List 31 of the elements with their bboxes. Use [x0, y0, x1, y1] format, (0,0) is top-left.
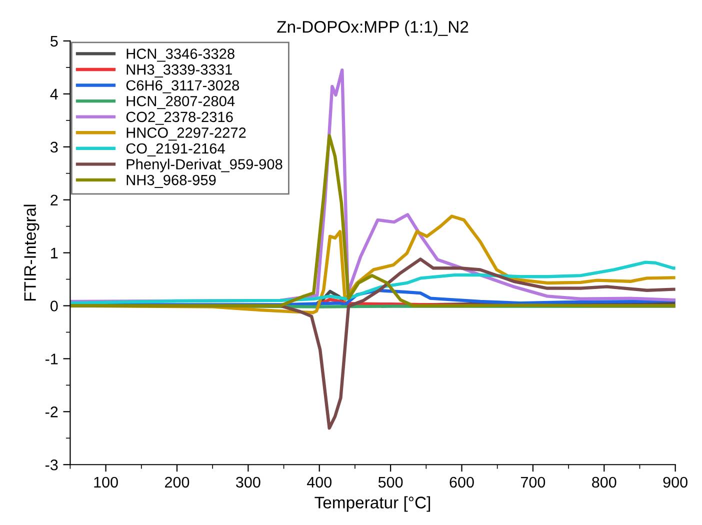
x-tick-label: 600 — [450, 476, 474, 488]
x-tick-label: 900 — [663, 476, 688, 488]
x-tick-label: 100 — [94, 476, 118, 488]
legend-label: NH3_968-959 — [126, 174, 216, 188]
y-tick-label: -1 — [45, 354, 58, 364]
x-tick-label: 300 — [236, 476, 260, 488]
y-axis-title: FTIR-Integral — [24, 204, 40, 300]
legend-label: HCN_2807-2804 — [126, 96, 235, 110]
y-tick-label: 4 — [50, 88, 58, 100]
x-axis-title: Temperatur [°C] — [314, 496, 430, 512]
legend-label: Phenyl-Derivat_959-908 — [126, 158, 282, 172]
legend-label: CO_2191-2164 — [126, 143, 225, 156]
chart-title: Zn-DOPOx:MPP (1:1)_N2 — [277, 20, 468, 36]
y-tick-label: -3 — [45, 459, 58, 470]
x-tick-label: 700 — [520, 476, 546, 488]
y-tick-label: 3 — [50, 142, 58, 153]
legend-label: HCN_3346-3328 — [126, 48, 234, 62]
y-tick-label: 1 — [51, 248, 58, 258]
y-tick-label: -2 — [45, 406, 58, 418]
x-tick-label: 800 — [592, 476, 616, 488]
y-tick-label: 2 — [50, 194, 58, 206]
legend-label: C6H6_3117-3028 — [126, 80, 240, 94]
line-series — [70, 260, 676, 305]
y-tick-label: 0 — [50, 300, 58, 312]
x-tick-label: 500 — [378, 476, 403, 488]
legend-label: HNCO_2297-2272 — [126, 128, 246, 141]
x-tick-label: 400 — [306, 476, 332, 488]
x-tick-label: 200 — [165, 476, 190, 488]
legend-label: NH3_3339-3331 — [126, 64, 232, 78]
y-tick-label: 5 — [50, 36, 58, 47]
legend-label: CO2_2378-2316 — [126, 112, 233, 125]
